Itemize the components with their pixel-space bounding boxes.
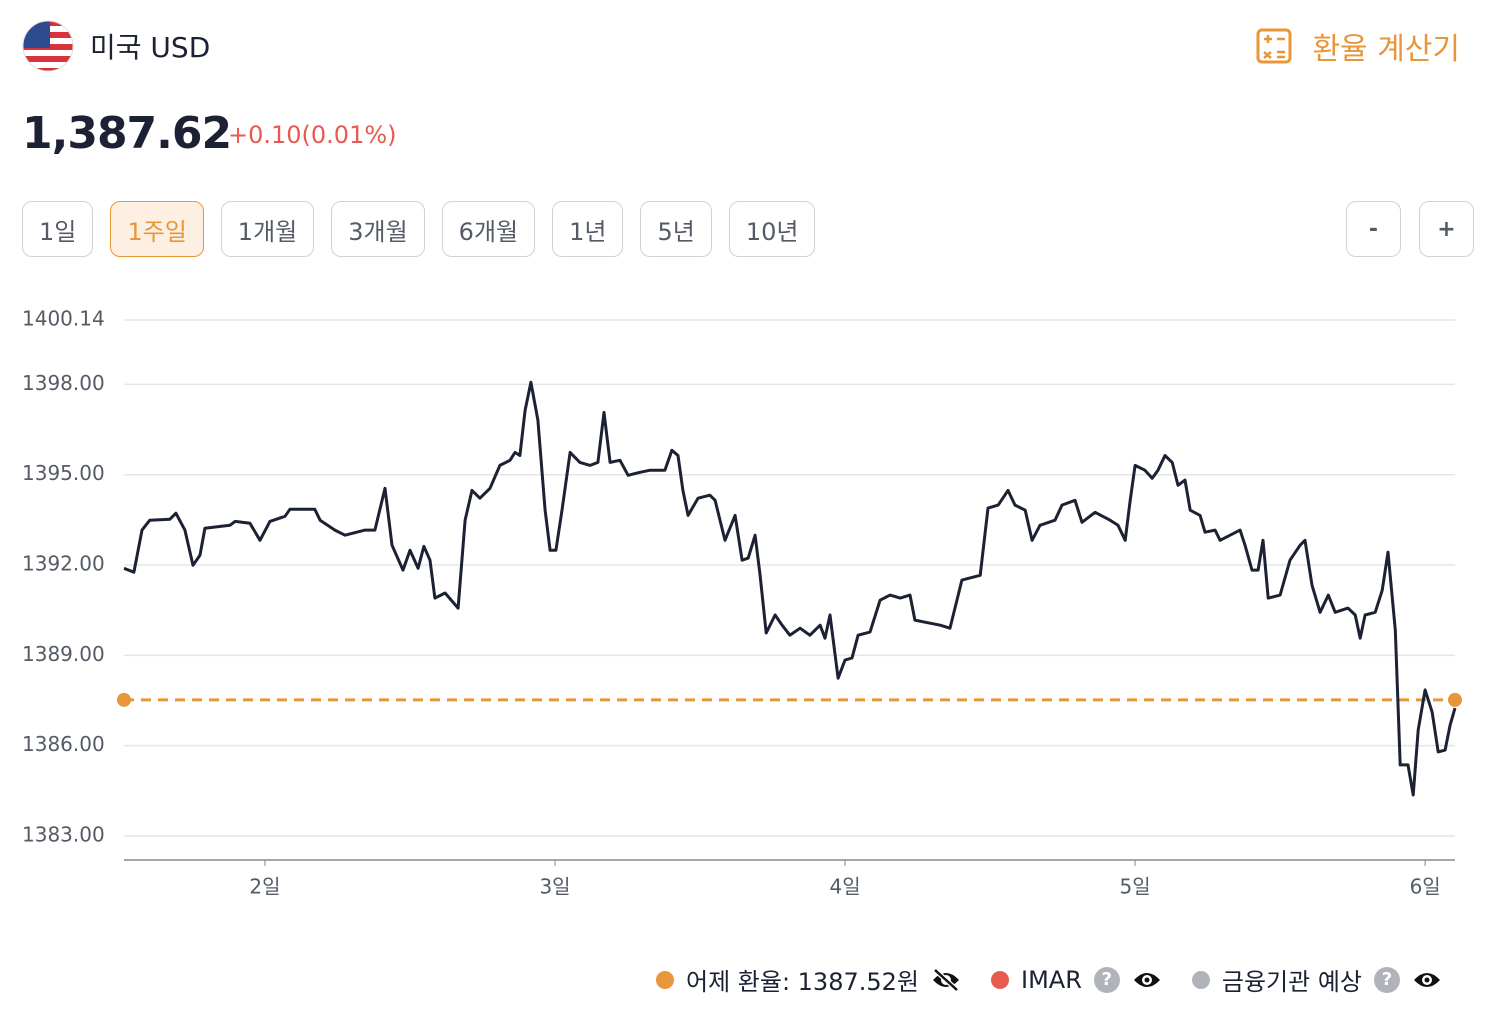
x-tick-label: 3일 [539, 875, 570, 899]
x-tick-label: 4일 [829, 875, 860, 899]
calculator-label: 환율 계산기 [1312, 32, 1460, 67]
zoom-button[interactable]: + [1419, 201, 1474, 257]
legend-dot [991, 970, 1009, 989]
range-button[interactable]: 1일 [22, 201, 94, 257]
flag-icon [22, 20, 74, 72]
legend-dot [1191, 970, 1210, 989]
legend-label: IMAR [1021, 965, 1082, 994]
zoom-button[interactable]: - [1346, 201, 1401, 257]
price-line [123, 380, 1457, 797]
reference-dot [1448, 692, 1462, 707]
help-icon[interactable]: ? [1374, 966, 1400, 993]
x-tick-label: 6일 [1410, 875, 1441, 899]
range-buttons: 1일 1주일 1개월 3개월 6개월 1년 5년 10년 [22, 201, 816, 257]
calculator-button[interactable]: 환율 계산기 [1256, 24, 1460, 68]
range-button[interactable]: 3개월 [331, 201, 425, 257]
range-button[interactable]: 5년 [640, 201, 712, 257]
eye-icon[interactable] [1132, 968, 1162, 992]
y-tick-label: 1389.00 [22, 642, 105, 666]
range-button[interactable]: 6개월 [441, 201, 536, 257]
price: 1,387.62 [22, 108, 232, 159]
range-button[interactable]: 1개월 [220, 201, 315, 257]
x-tick-label: 2일 [249, 875, 280, 899]
legend-dot [656, 970, 674, 989]
legend-entry: 어제 환율: 1387.52원 [656, 962, 961, 997]
legend-label: 금융기관 예상 [1221, 968, 1362, 996]
legend-entry: 금융기관 예상? [1191, 962, 1442, 997]
range-button[interactable]: 1주일 [110, 201, 204, 257]
range-button[interactable]: 10년 [728, 201, 816, 257]
help-icon[interactable]: ? [1093, 966, 1120, 993]
legend-entry: IMAR? [991, 966, 1162, 994]
y-tick-label: 1398.00 [22, 371, 105, 395]
y-tick-label: 1400.14 [22, 307, 105, 331]
eye-off-icon[interactable] [931, 967, 961, 992]
zoom-buttons: - + [1346, 201, 1474, 257]
x-tick-label: 5일 [1120, 875, 1151, 899]
legend-label: 어제 환율: 1387.52원 [686, 968, 919, 996]
eye-icon[interactable] [1412, 968, 1442, 992]
y-tick-label: 1395.00 [22, 461, 105, 485]
y-tick-label: 1386.00 [22, 732, 105, 756]
legend: 어제 환율: 1387.52원 IMAR? 금융기관 예상? [626, 962, 1442, 997]
calculator-icon [1256, 28, 1292, 64]
price-change: +0.10(0.01%) [228, 121, 397, 149]
currency-title: 미국 USD [90, 31, 211, 64]
range-button[interactable]: 1년 [552, 201, 624, 257]
y-tick-label: 1392.00 [22, 552, 105, 576]
reference-dot [117, 692, 131, 707]
y-tick-label: 1383.00 [22, 822, 105, 846]
